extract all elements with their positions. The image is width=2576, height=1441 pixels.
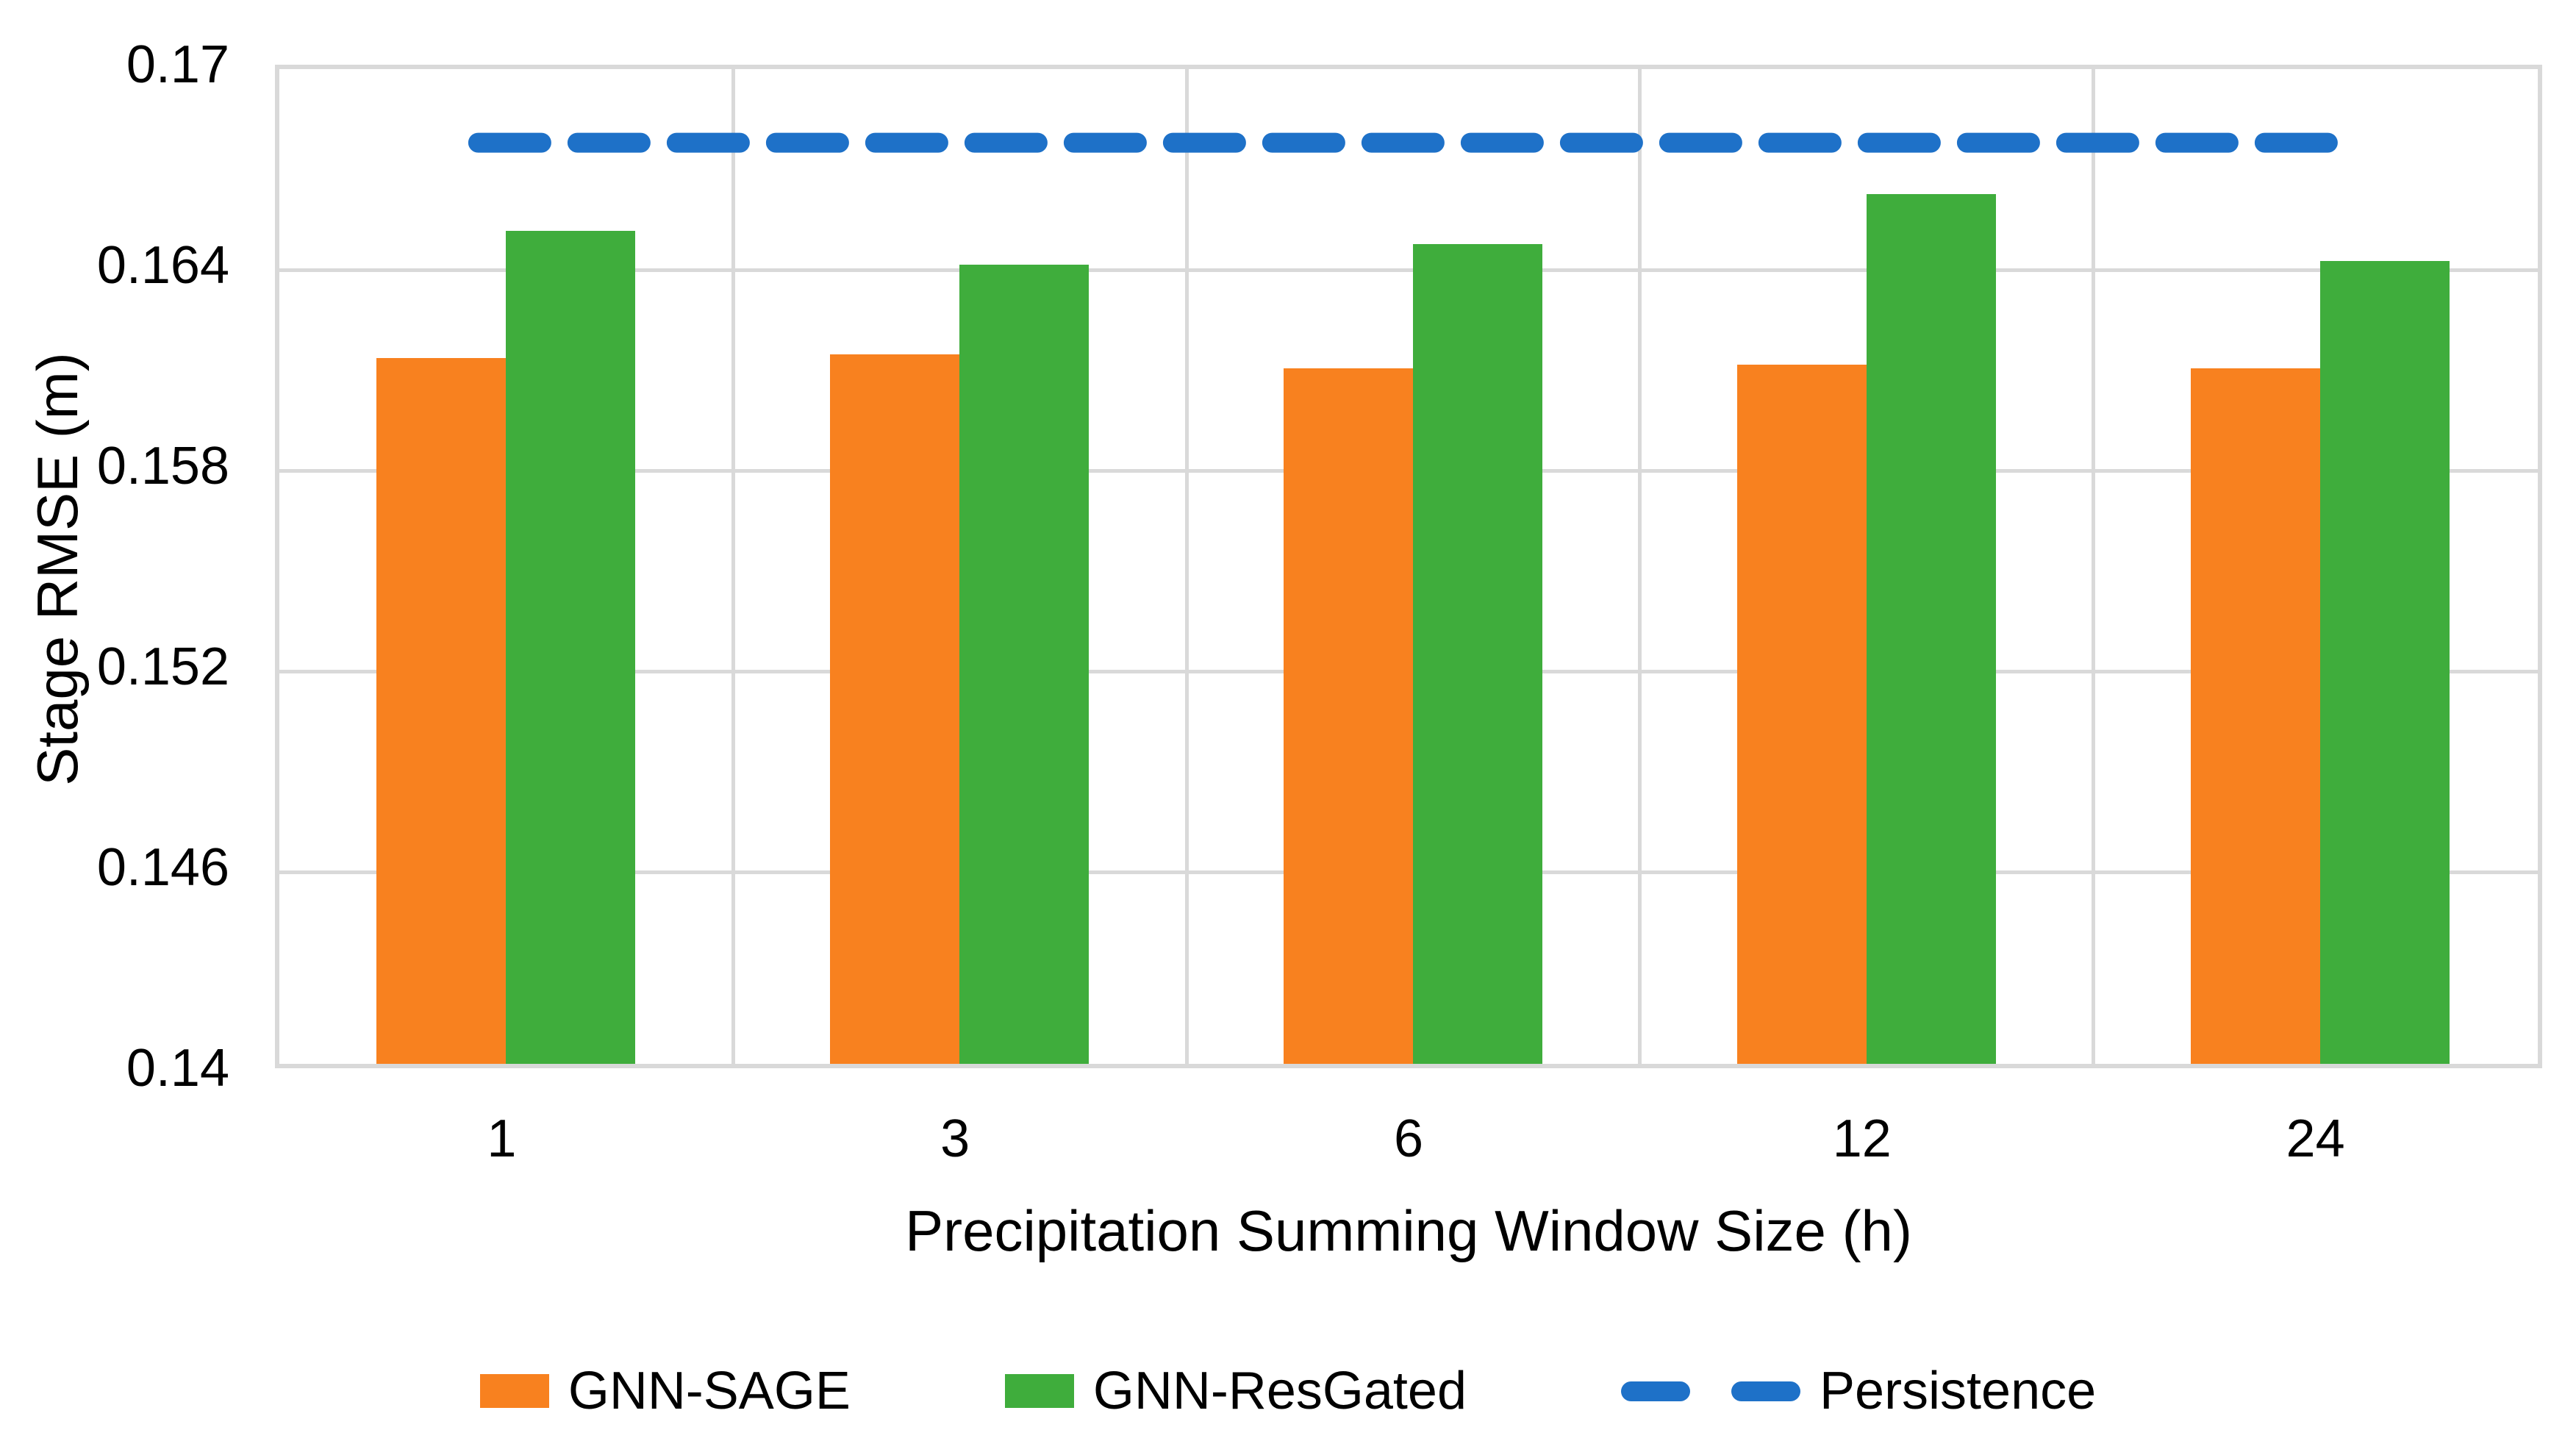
legend-item-gnn-sage: GNN-SAGE (479, 1362, 851, 1420)
y-tick-label: 0.158 (96, 437, 229, 496)
bar-gnn-sage (376, 357, 507, 1064)
y-tick-label: 0.152 (96, 637, 229, 696)
bar-gnn-sage (830, 354, 960, 1064)
bar-gnn-resgated (1866, 194, 1996, 1064)
legend-label: GNN-ResGated (1092, 1362, 1467, 1420)
dash-segment (1621, 1381, 1691, 1401)
horizontal-gridline (279, 268, 2538, 272)
legend-swatch-icon (479, 1374, 549, 1408)
vertical-gridline (1184, 69, 1189, 1064)
legend-swatch-icon (1004, 1374, 1074, 1408)
bar-gnn-resgated (1413, 244, 1542, 1064)
x-tick-label: 12 (1832, 1109, 1892, 1168)
plot-area (275, 65, 2542, 1068)
x-tick-label: 6 (1393, 1109, 1424, 1168)
vertical-gridline (2092, 69, 2096, 1064)
legend-label: Persistence (1820, 1362, 2097, 1420)
bar-gnn-resgated (959, 264, 1090, 1064)
legend-item-gnn-resgated: GNN-ResGated (1004, 1362, 1467, 1420)
bar-gnn-resgated (2319, 261, 2450, 1064)
y-tick-label: 0.164 (96, 236, 229, 295)
x-tick-label: 1 (487, 1109, 517, 1168)
y-axis-title: Stage RMSE (m) (25, 352, 90, 786)
legend-dash-icon (1621, 1381, 1801, 1401)
x-tick-label: 24 (2286, 1109, 2345, 1168)
y-tick-label: 0.17 (126, 35, 229, 94)
vertical-gridline (731, 69, 735, 1064)
y-tick-label: 0.14 (126, 1039, 229, 1098)
persistence-dashed-line (468, 132, 2358, 153)
y-tick-label: 0.146 (96, 838, 229, 897)
dash-segment (1731, 1381, 1801, 1401)
bar-gnn-sage (1284, 368, 1413, 1064)
x-axis-title: Precipitation Summing Window Size (h) (905, 1198, 1912, 1263)
legend: GNN-SAGE GNN-ResGated Persistence (0, 1362, 2576, 1420)
bar-gnn-sage (2190, 368, 2320, 1064)
x-tick-label: 3 (940, 1109, 970, 1168)
legend-item-persistence: Persistence (1621, 1362, 2096, 1420)
bar-gnn-resgated (506, 231, 636, 1064)
vertical-gridline (1638, 69, 1642, 1064)
bar-gnn-sage (1736, 365, 1867, 1064)
legend-label: GNN-SAGE (568, 1362, 851, 1420)
